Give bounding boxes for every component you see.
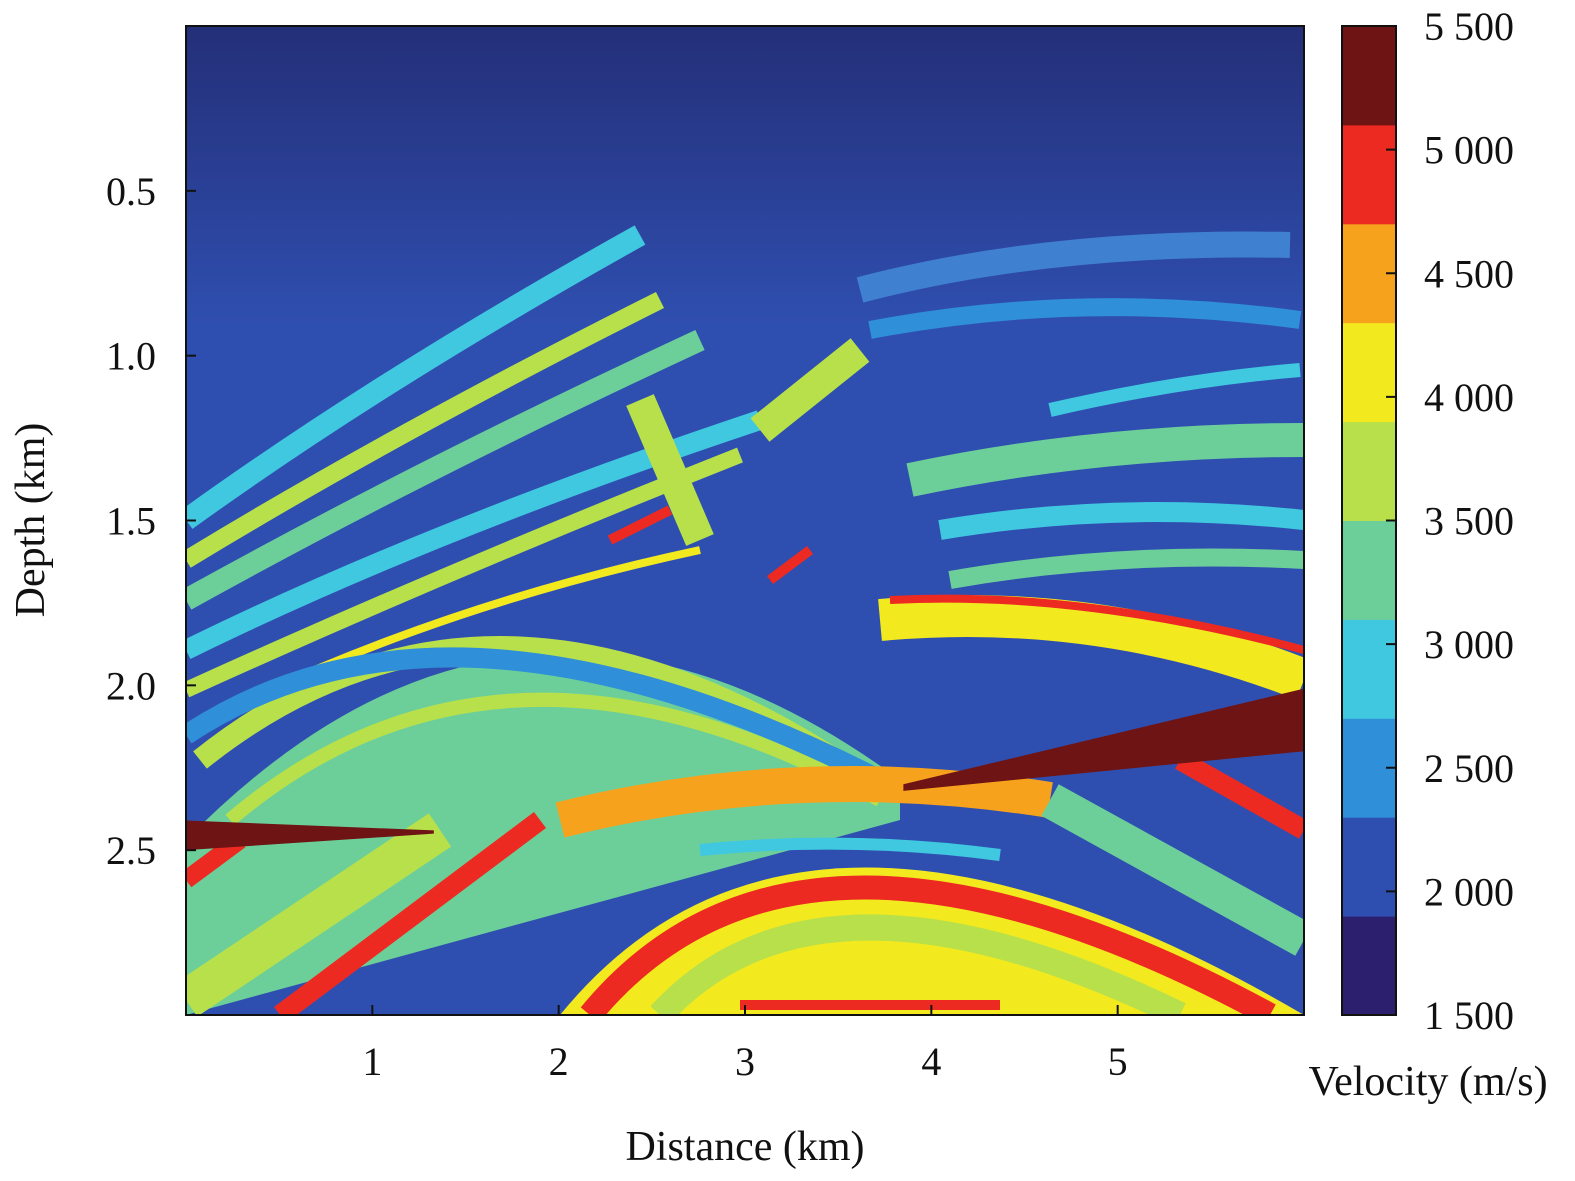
right-dip-band	[1041, 784, 1304, 956]
stratum-band	[626, 394, 714, 546]
deep-band	[555, 766, 1053, 838]
anticline-green	[186, 653, 900, 1015]
salt-layer-group	[186, 688, 1304, 851]
stratum-band	[948, 548, 1304, 589]
stratum-band	[186, 225, 646, 529]
right-dip-band	[1175, 751, 1304, 839]
y-tick-label: 2.5	[106, 828, 156, 873]
colorbar-segment	[1342, 619, 1396, 719]
x-tick-label: 4	[921, 1039, 941, 1084]
colorbar-segment	[1342, 520, 1396, 620]
y-tick-label: 1.5	[106, 499, 156, 544]
x-axis-label: Distance (km)	[625, 1124, 864, 1170]
x-tick-label: 2	[549, 1039, 569, 1084]
colorbar-tick-label: 3 500	[1424, 499, 1514, 544]
x-tick-label: 5	[1108, 1039, 1128, 1084]
left-dip-band	[186, 813, 452, 1015]
stratum-band	[1048, 363, 1301, 417]
stratum-band	[750, 338, 870, 442]
anticline-band	[225, 692, 884, 826]
colorbar: 5 500 5 000 4 500 4 000 3 500 3 000 2 500 2 000…	[1341, 4, 1514, 1038]
salt-layer-right	[903, 688, 1304, 791]
stratum-band	[878, 595, 1304, 700]
stratum-band	[889, 594, 1304, 654]
x-tick-label: 3	[735, 1039, 755, 1084]
colorbar-tick-label: 2 000	[1424, 869, 1514, 914]
y-tick-label: 2.0	[106, 663, 156, 708]
y-tick-label: 0.5	[106, 169, 156, 214]
heatmap-area	[186, 26, 1304, 1015]
stratum-band	[906, 423, 1304, 497]
colorbar-tick-label: 1 500	[1424, 993, 1514, 1038]
colorbar-tick-label: 4 000	[1424, 375, 1514, 420]
stratum-band	[186, 330, 705, 610]
colorbar-tick-label: 5 500	[1424, 4, 1514, 49]
colorbar-segment	[1342, 817, 1396, 917]
deep-band	[580, 875, 1276, 1015]
salt-layer-left	[186, 820, 434, 851]
stratum-band	[938, 502, 1304, 540]
colorbar-tick-label: 2 500	[1424, 746, 1514, 791]
anticline-band	[186, 647, 885, 789]
stratum-band	[767, 546, 813, 584]
stratum-band	[868, 298, 1302, 339]
colorbar-tick-label: 5 000	[1424, 128, 1514, 173]
deep-band	[650, 914, 1186, 1015]
x-axis: 1 2 3 4 5	[362, 1005, 1128, 1084]
colorbar-segment	[1342, 322, 1396, 423]
x-tick-label: 1	[362, 1039, 382, 1084]
shallow-dark-zone	[186, 26, 1304, 326]
left-dip-band	[274, 812, 546, 1015]
stratum-band	[186, 291, 665, 568]
stratum-band	[856, 231, 1291, 303]
stratum-band	[186, 447, 743, 698]
y-axis-label: Depth (km)	[8, 423, 54, 618]
colorbar-segment	[1342, 26, 1396, 126]
y-tick-label: 1.0	[106, 334, 156, 379]
colorbar-tick-label: 4 500	[1424, 251, 1514, 296]
y-axis: 0.5 1.0 1.5 2.0 2.5	[106, 169, 196, 873]
colorbar-label: Velocity (m/s)	[1308, 1059, 1547, 1105]
colorbar-segment	[1342, 916, 1396, 1016]
colorbar-segment	[1342, 421, 1396, 521]
stratum-band	[607, 505, 673, 545]
deep-band	[699, 837, 1001, 861]
colorbar-tick-label: 3 000	[1424, 622, 1514, 667]
colorbar-segment	[1342, 124, 1396, 225]
